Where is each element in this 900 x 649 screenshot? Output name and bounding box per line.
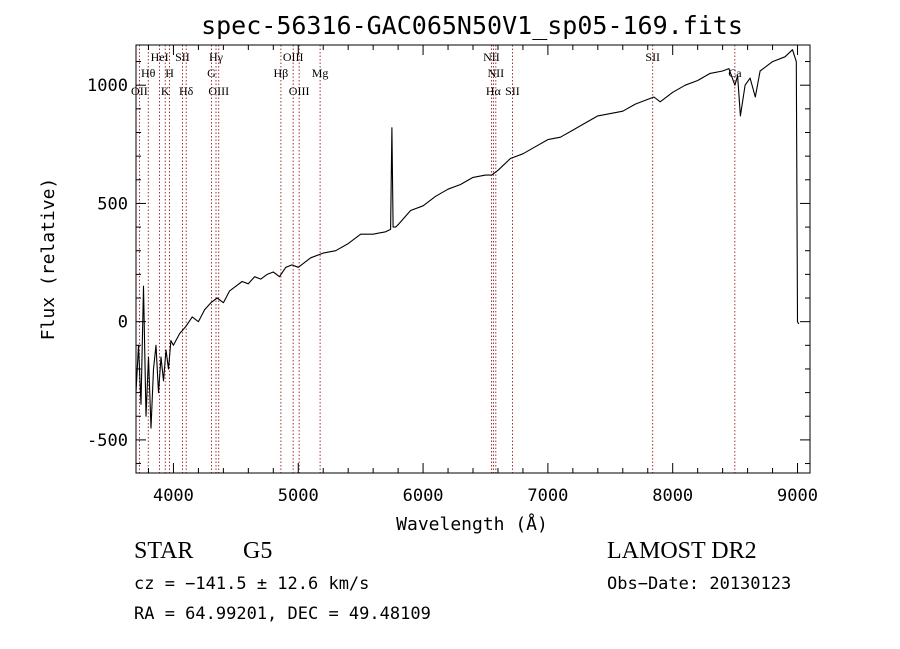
line-marker-label: Hβ [274, 66, 289, 80]
line-marker-label: SII [645, 50, 660, 64]
line-marker-label: SII [175, 50, 190, 64]
y-axis: -500 0 500 1000 [87, 61, 810, 465]
line-marker-label: NII [488, 66, 505, 80]
line-marker-label: OIII [289, 84, 310, 98]
plot-frame [135, 44, 811, 474]
line-marker-label: Mg [312, 66, 329, 80]
line-marker-label: OIII [283, 50, 304, 64]
line-marker-label: NII [483, 50, 500, 64]
line-marker-label: G [207, 66, 216, 80]
object-subclass: G5 [243, 538, 273, 564]
line-marker-label: Hα [486, 84, 502, 98]
survey-name: LAMOST DR2 [607, 538, 757, 564]
spectral-line-markers [138, 45, 736, 473]
y-axis-label: Flux (relative) [38, 178, 59, 341]
line-marker-label: OIII [208, 84, 229, 98]
line-marker-label: SII [505, 84, 520, 98]
line-marker-label: HeI [151, 50, 169, 64]
y-tick-label: 500 [97, 194, 128, 214]
x-tick-label: 7000 [527, 486, 568, 506]
line-marker-label: Hδ [179, 84, 194, 98]
spectrum-line [135, 49, 800, 429]
x-tick-label: 4000 [153, 486, 194, 506]
object-class: STAR [134, 538, 194, 564]
x-tick-label: 8000 [652, 486, 693, 506]
redshift-cz: cz = −141.5 ± 12.6 km/s [134, 574, 370, 594]
line-marker-label: H [165, 66, 174, 80]
y-tick-label: -500 [87, 431, 128, 451]
x-tick-label: 5000 [278, 486, 319, 506]
line-marker-label: OII [131, 84, 148, 98]
line-marker-label: Hγ [209, 50, 224, 64]
observation-date: Obs−Date: 20130123 [607, 574, 792, 594]
x-axis: 4000 5000 6000 7000 8000 9000 [147, 45, 818, 506]
spectral-line-labels: OIIHθHeIKHSIIHδHγGOIIIHβOIIIOIIIMgNIINII… [131, 50, 742, 98]
x-tick-label: 9000 [777, 486, 818, 506]
line-marker-label: K [161, 84, 170, 98]
y-tick-label: 0 [118, 313, 128, 333]
x-tick-label: 6000 [403, 486, 444, 506]
line-marker-label: Hθ [141, 66, 156, 80]
x-axis-label: Wavelength (Å) [396, 513, 548, 535]
y-tick-label: 1000 [87, 76, 128, 96]
ra-dec-coordinates: RA = 64.99201, DEC = 49.48109 [134, 604, 431, 624]
chart-title: spec-56316-GAC065N50V1_sp05-169.fits [201, 11, 743, 40]
